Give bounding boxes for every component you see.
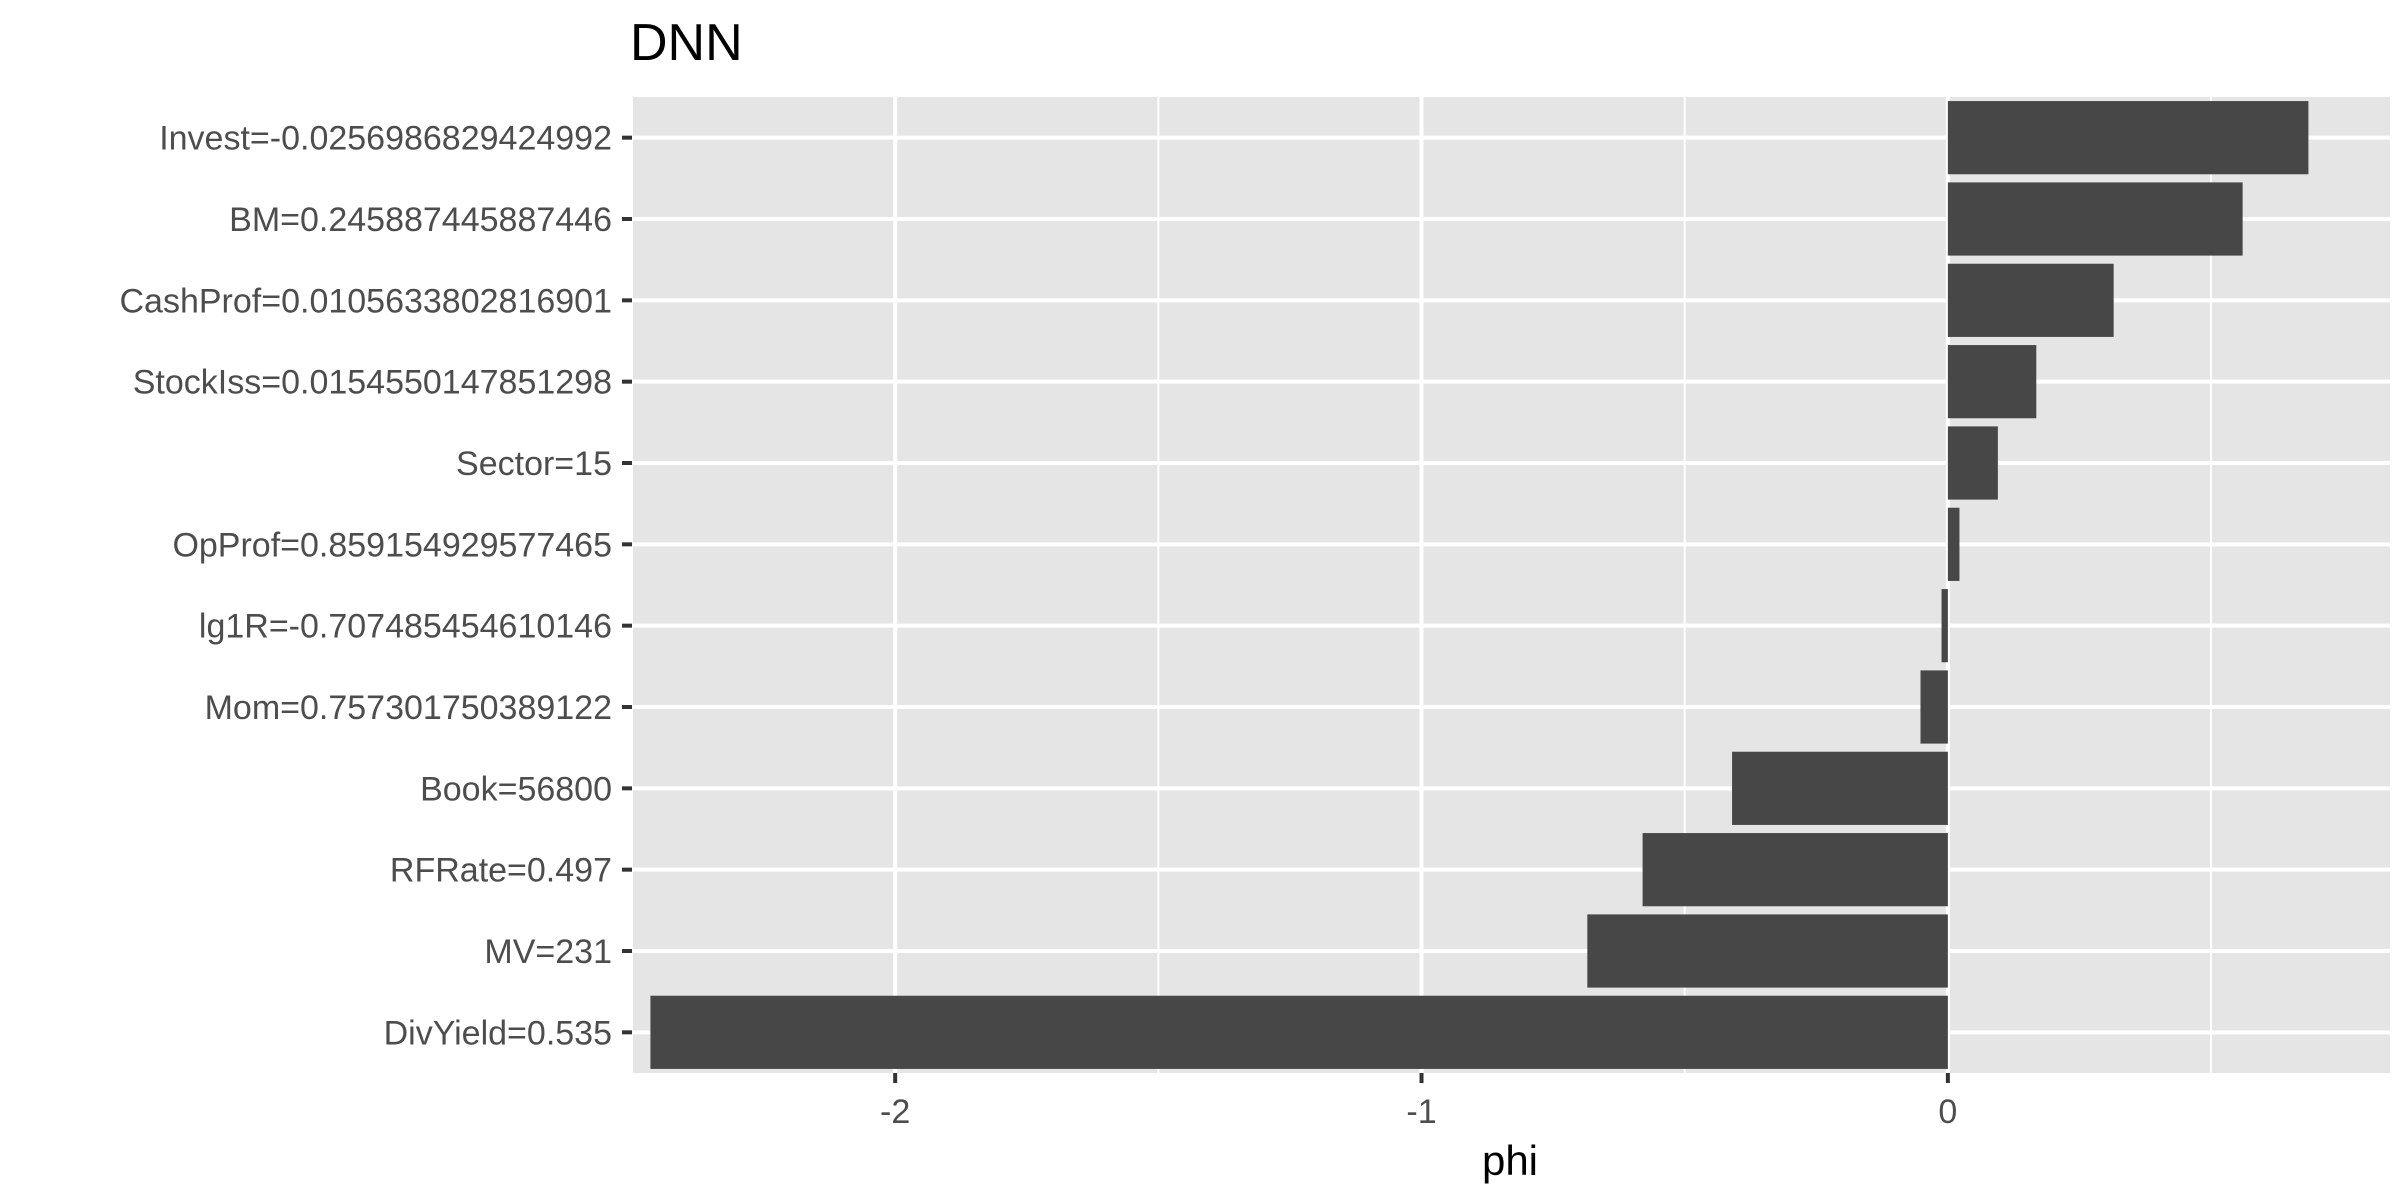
bar-4 xyxy=(1947,426,1998,500)
y-tick-label: lg1R=-0.707485454610146 xyxy=(199,608,612,646)
x-tick-label: -1 xyxy=(1406,1093,1436,1131)
x-axis: -2 -1 0 xyxy=(880,1073,1957,1131)
y-tick-label: StockIss=0.0154550147851298 xyxy=(133,364,612,402)
x-tick-label: -2 xyxy=(880,1093,910,1131)
bars xyxy=(650,101,2309,1069)
y-tick-label: BM=0.245887445887446 xyxy=(229,201,612,239)
bar-11 xyxy=(650,995,1948,1069)
y-tick-label: DivYield=0.535 xyxy=(384,1014,612,1052)
bar-6 xyxy=(1941,589,1948,663)
y-tick-label: OpProf=0.859154929577465 xyxy=(172,526,612,564)
bar-5 xyxy=(1947,507,1960,581)
y-tick-label: CashProf=0.0105633802816901 xyxy=(120,282,613,320)
y-tick-label: MV=231 xyxy=(484,933,612,971)
y-axis: Invest=-0.0256986829424992 BM=0.245887445… xyxy=(120,120,632,1052)
y-tick-label: Invest=-0.0256986829424992 xyxy=(159,120,612,158)
y-tick-label: RFRate=0.497 xyxy=(390,852,612,890)
bar-10 xyxy=(1587,914,1948,988)
x-axis-title: phi xyxy=(1482,1137,1538,1184)
x-tick-label: 0 xyxy=(1938,1093,1957,1131)
bar-9 xyxy=(1642,833,1948,907)
bar-3 xyxy=(1947,345,2037,419)
bar-0 xyxy=(1947,101,2309,175)
bar-7 xyxy=(1920,670,1948,744)
bar-8 xyxy=(1732,751,1948,825)
bar-1 xyxy=(1947,182,2243,256)
plot-panel xyxy=(632,97,2390,1073)
chart-title: DNN xyxy=(630,14,743,72)
bar-2 xyxy=(1947,263,2114,337)
y-tick-label: Sector=15 xyxy=(456,445,612,483)
y-tick-label: Book=56800 xyxy=(420,770,612,808)
y-tick-label: Mom=0.757301750389122 xyxy=(205,689,612,727)
